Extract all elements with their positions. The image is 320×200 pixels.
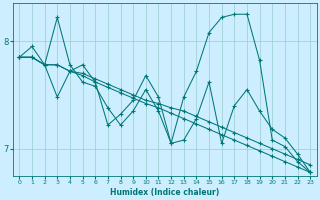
X-axis label: Humidex (Indice chaleur): Humidex (Indice chaleur) [110, 188, 220, 197]
